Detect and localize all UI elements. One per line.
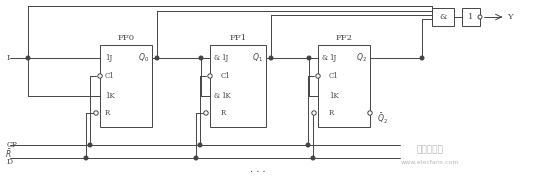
Circle shape	[420, 56, 424, 60]
Circle shape	[88, 143, 92, 147]
Circle shape	[312, 111, 316, 115]
Text: 1K: 1K	[221, 92, 231, 100]
Text: &: &	[213, 54, 219, 62]
Circle shape	[194, 156, 198, 160]
Text: $Q_0$: $Q_0$	[138, 52, 149, 64]
Text: C1: C1	[329, 72, 339, 80]
Text: $\bar{R}$: $\bar{R}$	[5, 148, 11, 160]
Text: C1: C1	[105, 72, 115, 80]
Text: R: R	[105, 109, 110, 117]
Text: $\bar{Q}_2$: $\bar{Q}_2$	[376, 112, 387, 126]
Text: &: &	[439, 13, 447, 21]
Circle shape	[311, 156, 315, 160]
Text: 1K: 1K	[329, 92, 339, 100]
Text: Y: Y	[507, 13, 513, 21]
Circle shape	[98, 74, 102, 78]
Circle shape	[26, 56, 30, 60]
Circle shape	[269, 56, 273, 60]
Text: 电子发烧友: 电子发烧友	[417, 145, 444, 155]
Circle shape	[478, 15, 482, 19]
Circle shape	[198, 143, 202, 147]
Text: CP: CP	[7, 141, 18, 149]
Bar	[432, 8, 454, 26]
Text: www.elecfans.com: www.elecfans.com	[401, 159, 459, 165]
Text: R: R	[221, 109, 226, 117]
Circle shape	[368, 111, 372, 115]
Circle shape	[204, 111, 208, 115]
Circle shape	[84, 156, 88, 160]
Text: &: &	[321, 54, 327, 62]
Circle shape	[316, 74, 320, 78]
Text: 1: 1	[468, 13, 474, 21]
Text: &: &	[213, 92, 219, 100]
Text: 1K: 1K	[105, 92, 115, 100]
Text: FF0: FF0	[118, 34, 135, 42]
Text: D: D	[7, 158, 13, 166]
Text: I: I	[7, 54, 10, 62]
Text: 1J: 1J	[221, 54, 229, 62]
Text: 1J: 1J	[105, 54, 112, 62]
Text: . . .: . . .	[250, 165, 266, 175]
Circle shape	[94, 111, 98, 115]
Bar	[100, 45, 152, 127]
Bar	[210, 45, 266, 127]
Circle shape	[199, 56, 203, 60]
Circle shape	[208, 74, 212, 78]
Text: FF2: FF2	[335, 34, 352, 42]
Text: $Q_2$: $Q_2$	[356, 52, 367, 64]
Bar	[318, 45, 370, 127]
Text: $Q_1$: $Q_1$	[252, 52, 263, 64]
Circle shape	[307, 56, 311, 60]
Text: C1: C1	[221, 72, 231, 80]
Text: 1J: 1J	[329, 54, 336, 62]
Bar	[462, 8, 480, 26]
Circle shape	[306, 143, 310, 147]
Text: FF1: FF1	[229, 34, 247, 42]
Text: R: R	[329, 109, 334, 117]
Circle shape	[155, 56, 159, 60]
